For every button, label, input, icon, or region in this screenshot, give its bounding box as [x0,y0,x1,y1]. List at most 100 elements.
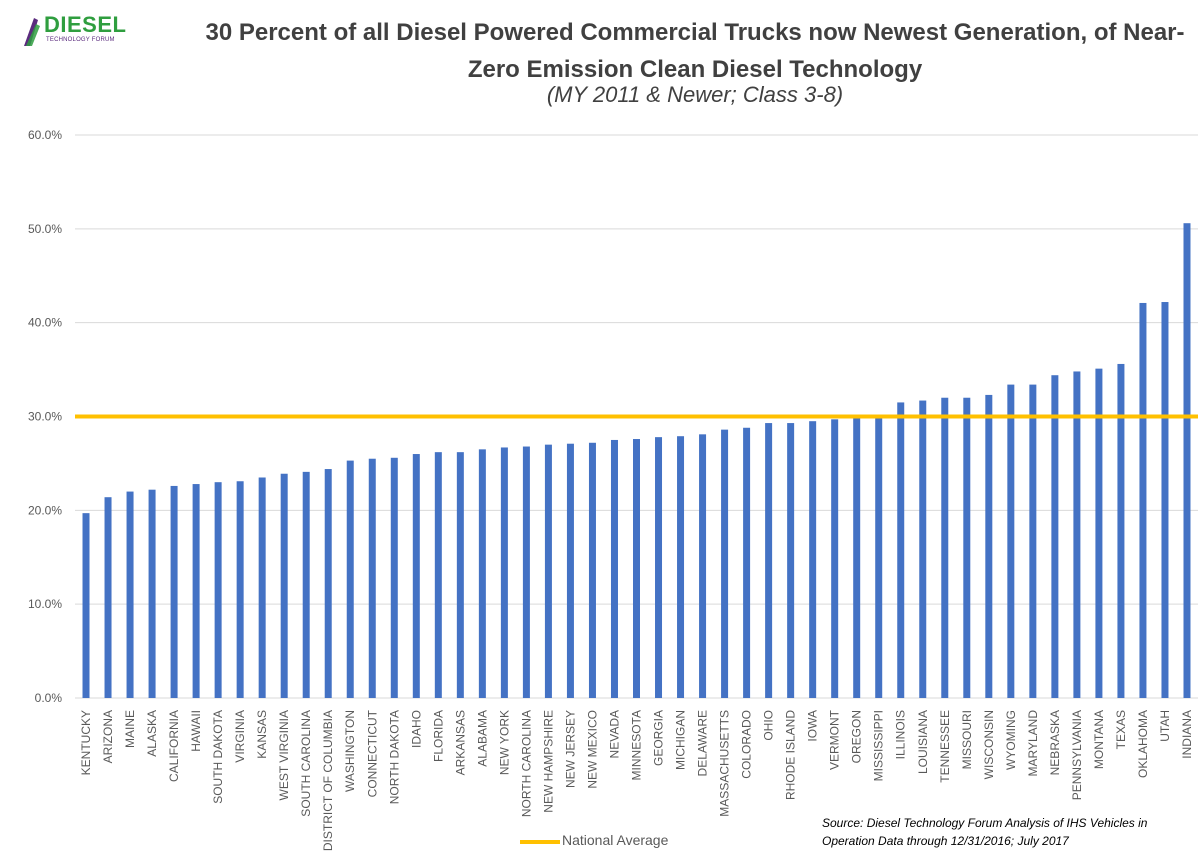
x-tick-label: MASSACHUSETTS [718,710,732,817]
legend-label-national-average: National Average [562,832,669,848]
x-tick-label: IDAHO [409,710,423,748]
legend-swatch-national-average [520,840,560,844]
bar-alaska [148,489,156,698]
bar-colorado [743,427,751,698]
chart-subtitle: (MY 2011 & Newer; Class 3-8) [546,82,844,107]
bar-virginia [236,481,244,698]
bar-kansas [258,477,266,698]
x-tick-label: ALASKA [145,710,159,757]
x-tick-label: CONNECTICUT [365,709,379,797]
bar-south-dakota [214,482,222,698]
x-tick-label: LOUISIANA [916,710,930,774]
x-tick-label: WASHINGTON [343,710,357,792]
bar-louisiana [919,400,927,698]
bar-delaware [699,434,707,698]
y-tick-label: 0.0% [35,691,63,705]
bar-new-hampshire [544,444,552,698]
bar-iowa [809,421,817,698]
logo-tagline-text: TECHNOLOGY FORUM [46,37,115,43]
bar-illinois [897,402,905,698]
bar-arizona [104,497,112,698]
bar-montana [1095,368,1103,698]
x-tick-label: ARIZONA [101,710,115,763]
x-tick-label: UTAH [1158,710,1172,742]
x-tick-label: GEORGIA [652,710,666,766]
x-tick-label: NEW HAMPSHIRE [541,710,555,813]
x-tick-label: NEBRASKA [1048,710,1062,775]
y-tick-label: 20.0% [28,503,62,517]
bar-wyoming [1007,384,1015,698]
x-tick-label: TENNESSEE [938,710,952,783]
bar-wisconsin [985,394,993,698]
x-tick-label: MICHIGAN [674,710,688,770]
x-tick-label: DISTRICT OF COLUMBIA [321,710,335,851]
source-note: Source: Diesel Technology Forum Analysis… [822,816,1148,848]
x-tick-label: MONTANA [1092,710,1106,769]
x-tick-label: HAWAII [189,710,203,752]
bar-oklahoma [1139,302,1147,698]
x-tick-label: CALIFORNIA [167,710,181,782]
y-tick-label: 30.0% [28,410,62,424]
bar-new-mexico [588,442,596,698]
x-tick-label: PENNSYLVANIA [1070,710,1084,800]
x-tick-label: VERMONT [828,709,842,770]
x-tick-label: MISSISSIPPI [872,710,886,781]
bar-ohio [765,423,773,698]
y-axis-tick-labels: 0.0% 10.0% 20.0% 30.0% 40.0% 50.0% 60.0% [28,128,62,705]
x-tick-label: KENTUCKY [79,710,93,775]
x-tick-label: ILLINOIS [894,710,908,759]
x-tick-label: TEXAS [1114,710,1128,749]
bar-utah [1161,302,1169,698]
bar-connecticut [368,458,376,698]
bar-nebraska [1051,375,1059,698]
bar-california [170,485,178,698]
x-tick-label: VIRGINIA [233,710,247,763]
x-tick-label: MAINE [123,710,137,748]
bar-alabama [478,449,486,698]
x-axis-tick-labels: KENTUCKY ARIZONA MAINE ALASKA CALIFORNIA HAWA… [79,709,1194,851]
x-tick-label: OKLAHOMA [1136,710,1150,778]
bar-mississippi [875,418,883,698]
bar-texas [1117,363,1125,698]
bar-massachusetts [721,429,729,698]
bar-maryland [1029,384,1037,698]
bar-new-york [500,447,508,698]
x-tick-label: OHIO [762,710,776,741]
x-tick-label: SOUTH CAROLINA [299,710,313,817]
bar-florida [434,452,442,698]
x-tick-label: COLORADO [740,710,754,779]
bar-west-virginia [280,473,288,698]
bar-tennessee [941,397,949,698]
x-tick-label: OREGON [850,710,864,763]
bar-north-dakota [390,457,398,698]
bar-kentucky [82,513,90,698]
x-tick-label: INDIANA [1180,710,1194,759]
x-tick-label: NEW MEXICO [585,710,599,789]
x-tick-label: KANSAS [255,710,269,759]
diesel-technology-forum-logo: DIESEL TECHNOLOGY FORUM [22,12,142,48]
y-tick-label: 10.0% [28,597,62,611]
bar-south-carolina [302,471,310,698]
bar-vermont [831,419,839,698]
bars [82,223,1191,698]
x-tick-label: IOWA [806,710,820,742]
x-tick-label: FLORIDA [431,710,445,762]
x-tick-label: WISCONSIN [982,710,996,779]
logo-swoosh-icon [24,18,40,46]
bar-pennsylvania [1073,371,1081,698]
bar-indiana [1183,223,1191,698]
bar-washington [346,460,354,698]
bar-minnesota [633,439,640,698]
bar-rhode-island [787,423,795,698]
x-tick-label: NEW JERSEY [563,710,577,788]
bar-missouri [963,397,971,698]
x-tick-label: MINNESOTA [630,710,644,780]
x-tick-label: NEVADA [607,710,621,758]
bar-idaho [412,454,420,698]
x-tick-label: MARYLAND [1026,710,1040,777]
bar-arkansas [456,452,464,698]
x-tick-label: WEST VIRGINIA [277,710,291,800]
x-tick-label: ARKANSAS [453,710,467,775]
y-tick-label: 50.0% [28,222,62,236]
bar-new-jersey [566,443,574,698]
